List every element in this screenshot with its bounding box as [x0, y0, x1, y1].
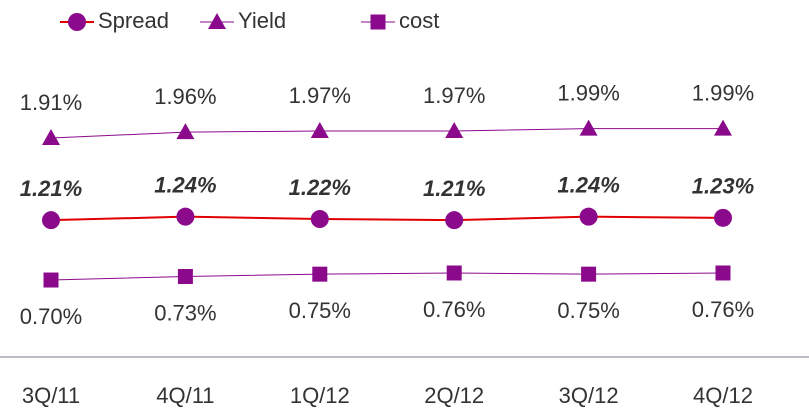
x-tick-label: 3Q/11	[22, 383, 80, 408]
data-label: 0.75%	[289, 298, 351, 323]
data-label: 1.24%	[154, 172, 216, 197]
legend-item: Spread	[60, 8, 169, 33]
data-label: 1.97%	[423, 83, 485, 108]
data-label: 1.22%	[289, 175, 351, 200]
marker	[310, 210, 329, 229]
data-label: 0.76%	[692, 297, 754, 322]
marker	[445, 211, 464, 230]
legend-marker	[370, 14, 386, 30]
series-line	[50, 215, 724, 222]
marker	[445, 121, 464, 138]
marker	[714, 208, 732, 227]
marker	[177, 269, 193, 285]
data-label: 1.21%	[20, 176, 82, 201]
x-tick-label: 3Q/12	[559, 383, 619, 408]
x-tick-label: 4Q/11	[156, 383, 214, 408]
marker	[312, 266, 328, 282]
legend-marker	[68, 13, 86, 31]
data-label: 1.24%	[557, 172, 619, 197]
marker	[446, 265, 462, 281]
marker	[176, 123, 195, 140]
data-label: 0.75%	[557, 298, 619, 323]
data-label: 1.99%	[557, 80, 619, 105]
marker	[310, 121, 329, 138]
marker	[43, 272, 59, 288]
legend-item: cost	[361, 8, 439, 33]
legend-item: Yield	[200, 8, 286, 33]
marker	[176, 207, 195, 226]
marker	[42, 129, 60, 146]
legend-label: Yield	[238, 8, 286, 33]
data-label: 0.73%	[154, 300, 216, 325]
x-tick-label: 2Q/12	[424, 383, 484, 408]
x-tick-label: 4Q/12	[693, 383, 753, 408]
legend-label: cost	[399, 8, 439, 33]
marker	[715, 265, 731, 281]
data-label: 0.70%	[20, 304, 82, 329]
marker	[42, 211, 60, 230]
x-tick-label: 1Q/12	[290, 383, 350, 408]
data-label: 0.76%	[423, 297, 485, 322]
data-label: 1.99%	[692, 80, 754, 105]
series-line	[50, 272, 724, 281]
data-label: 1.23%	[692, 174, 754, 199]
data-label: 1.91%	[20, 90, 82, 115]
data-label: 1.96%	[154, 84, 216, 109]
data-label: 1.21%	[423, 176, 485, 201]
marker	[714, 119, 732, 136]
data-label: 1.97%	[289, 83, 351, 108]
marker	[581, 266, 597, 282]
legend-marker	[208, 13, 226, 29]
series-line	[50, 128, 723, 139]
legend-label: Spread	[98, 8, 169, 33]
marker	[579, 119, 598, 136]
marker	[579, 207, 598, 226]
